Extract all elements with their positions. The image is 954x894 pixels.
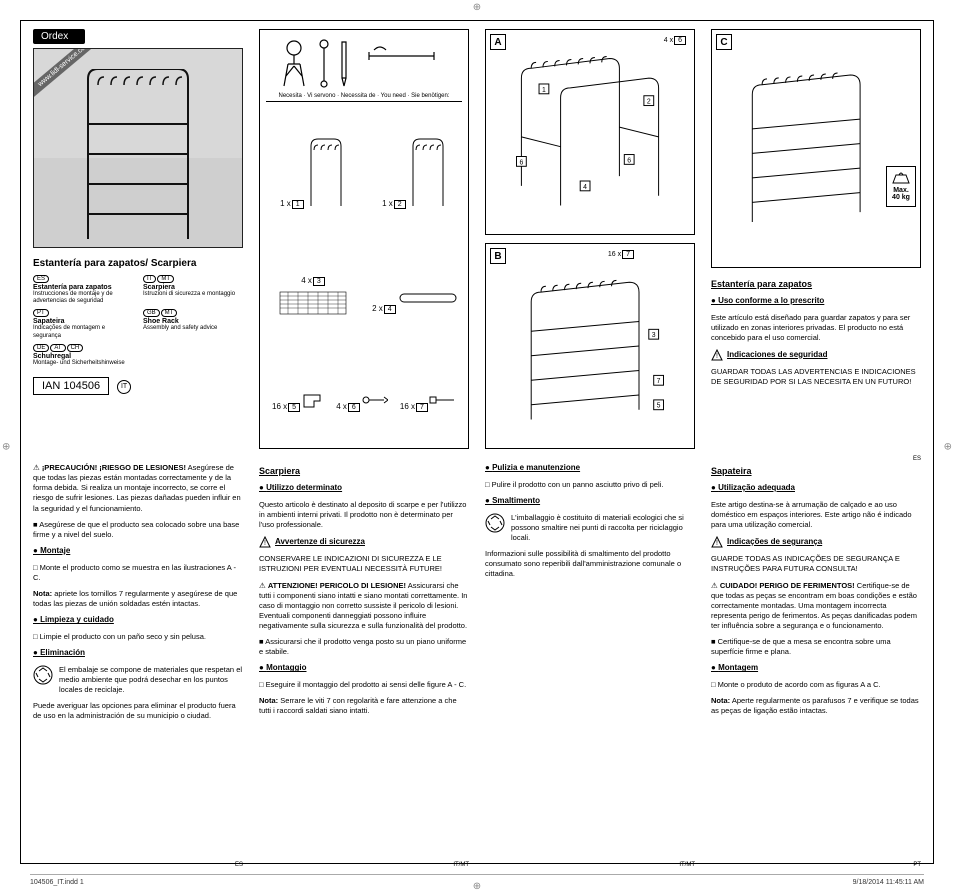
es-use-heading: Uso conforme a lo prescrito — [711, 296, 921, 307]
es-safety-heading: Indicaciones de seguridad — [727, 350, 827, 361]
recycle-icon — [33, 665, 53, 685]
part-2: 1 x2 — [382, 136, 448, 209]
ian-number: IAN 104506 — [33, 377, 109, 395]
assembly-ab: A 4 x6 1 2 4 6 6 — [485, 29, 695, 449]
parts-row3: 16 x5 4 x6 16 x7 — [266, 391, 462, 412]
recycle-icon — [485, 513, 505, 533]
it-flag: IT — [117, 380, 131, 394]
tools-row: Necesita · Vi servono · Necessita de · Y… — [266, 36, 462, 102]
product-photo: www.lidl-service.com — [33, 48, 243, 248]
svg-text:1: 1 — [542, 87, 546, 94]
es-safety-text: GUARDAR TODAS LAS ADVERTENCIAS E INDICAC… — [711, 367, 921, 387]
svg-text:7: 7 — [657, 378, 661, 385]
product-title: Estantería para zapatos/ Scarpiera — [33, 258, 243, 269]
lang-it: ITMT Scarpiera Istruzioni di sicurezza e… — [143, 275, 243, 305]
panel-b-illustration: 3 5 7 — [492, 250, 688, 442]
tools-icons — [274, 36, 454, 91]
page-frame: Ordex www.lidl-service.com Estantería pa… — [20, 20, 934, 864]
language-grid: ES Estantería para zapatos Instrucciones… — [33, 275, 243, 367]
footer-left: 104506_IT.indd 1 — [30, 879, 84, 886]
svg-text:5: 5 — [657, 403, 661, 410]
svg-text:2: 2 — [647, 99, 651, 106]
col3-bottom: Pulizia e manutenzione □ Pulire il prodo… — [485, 463, 695, 855]
col2-bottom: Scarpiera Utilizzo determinato Questo ar… — [259, 463, 469, 855]
svg-text:6: 6 — [519, 159, 523, 166]
print-footer: 104506_IT.indd 1 9/18/2014 11:45:11 AM — [30, 874, 924, 886]
es-top-text: Estantería para zapatos Uso conforme a l… — [711, 276, 921, 449]
es-use-text: Este artículo está diseñado para guardar… — [711, 313, 921, 343]
parts-grid: 1 x1 1 x2 4 x3 2 x4 16 x5 4 x6 — [266, 106, 462, 442]
warning-icon: ! — [711, 349, 723, 361]
panel-c-illustration — [718, 36, 914, 261]
col1-bottom: ⚠ ¡PRECAUCIÓN! ¡RIESGO DE LESIONES! Aseg… — [33, 463, 243, 855]
lang-tag-es: ES — [913, 455, 921, 463]
panel-a-illustration: 1 2 4 6 6 — [492, 36, 688, 228]
part-4: 2 x4 — [372, 286, 458, 314]
svg-text:6: 6 — [627, 157, 631, 164]
svg-text:!: ! — [264, 540, 266, 547]
max-weight: Max. 40 kg — [886, 166, 916, 207]
parts-panel: Necesita · Vi servono · Necessita de · Y… — [259, 29, 469, 449]
tools-caption: Necesita · Vi servono · Necessita de · Y… — [266, 93, 462, 99]
svg-text:4: 4 — [583, 184, 587, 191]
panel-b: B 16 x7 3 5 7 — [485, 243, 695, 449]
part-3: 4 x3 — [266, 276, 360, 323]
warning-icon: ! — [711, 536, 723, 548]
svg-text:3: 3 — [652, 332, 656, 339]
svg-text:!: ! — [716, 353, 718, 360]
col4-bottom: Sapateira Utilização adequada Este artig… — [711, 463, 921, 855]
lang-de: DEATCH Schuhregal Montage- und Sicherhei… — [33, 344, 133, 367]
part-1: 1 x1 — [280, 136, 346, 209]
panel-c: C Max. 40 kg — [711, 29, 921, 268]
rack-illustration — [73, 69, 203, 239]
brand-logo: Ordex — [33, 29, 85, 44]
lang-es: ES Estantería para zapatos Instrucciones… — [33, 275, 133, 305]
lang-gb: GBMT Shoe Rack Assembly and safety advic… — [143, 309, 243, 339]
lang-pt: PT Sapateira Indicações de montagem e se… — [33, 309, 133, 339]
product-block: Ordex www.lidl-service.com Estantería pa… — [33, 29, 243, 449]
panel-a: A 4 x6 1 2 4 6 6 — [485, 29, 695, 235]
svg-text:!: ! — [716, 540, 718, 547]
footer-right: 9/18/2014 11:45:11 AM — [853, 879, 924, 886]
es-title: Estantería para zapatos — [711, 278, 921, 290]
warning-icon: ! — [259, 536, 271, 548]
col4-top: C Max. 40 kg Estantería para zapatos Us — [711, 29, 921, 449]
